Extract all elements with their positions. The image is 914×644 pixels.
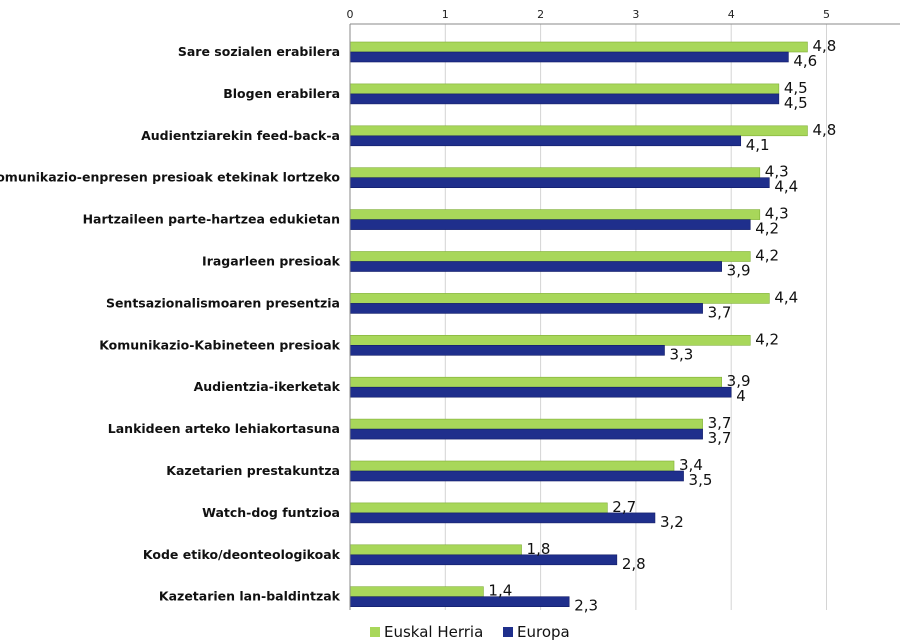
value-label-euskal-herria-6: 4,4 xyxy=(774,288,798,306)
bar-euskal-herria-0 xyxy=(349,41,808,53)
value-label-europa-6: 3,7 xyxy=(708,303,732,321)
bar-europa-4 xyxy=(349,219,751,230)
value-label-europa-10: 3,5 xyxy=(689,471,713,489)
value-label-europa-5: 3,9 xyxy=(727,262,751,280)
category-labels: Sare sozialen erabilera Blogen erabilera A… xyxy=(0,44,341,604)
category-label-kode-etiko-deonteologikoak: Kode etiko/deonteologikoak xyxy=(143,547,341,562)
bar-euskal-herria-6 xyxy=(349,293,770,304)
value-label-europa-13: 2,3 xyxy=(574,597,598,615)
category-label-hartzaileen-parte-hartzea-edukietan: Hartzaileen parte-hartzea edukietan xyxy=(83,212,340,227)
value-label-euskal-herria-0: 4,8 xyxy=(812,37,836,55)
value-label-euskal-herria-11: 2,7 xyxy=(612,498,636,516)
x-tick-label-1: 1 xyxy=(442,8,449,21)
value-label-euskal-herria-9: 3,7 xyxy=(708,414,732,432)
value-label-euskal-herria-3: 4,3 xyxy=(765,163,789,181)
category-label-audientziarekin-feed-back-a: Audientziarekin feed-back-a xyxy=(141,128,340,143)
value-label-euskal-herria-4: 4,3 xyxy=(765,205,789,223)
legend-label-europa: Europa xyxy=(517,623,570,641)
value-label-europa-9: 3,7 xyxy=(708,429,732,447)
bar-europa-10 xyxy=(349,470,684,482)
bar-europa-1 xyxy=(349,93,780,105)
value-label-euskal-herria-5: 4,2 xyxy=(755,247,779,265)
category-label-audientzia-ikerketak: Audientzia-ikerketak xyxy=(194,379,341,394)
bar-europa-0 xyxy=(349,51,789,63)
category-label-kazetarien-lan-baldintzak: Kazetarien lan-baldintzak xyxy=(159,589,341,604)
value-label-europa-7: 3,3 xyxy=(669,345,693,363)
x-tick-label-0: 0 xyxy=(347,8,354,21)
bar-euskal-herria-4 xyxy=(349,209,761,220)
value-label-europa-12: 2,8 xyxy=(622,555,646,573)
legend-swatch-euskal-herria xyxy=(370,627,380,637)
bar-euskal-herria-7 xyxy=(349,334,751,346)
value-label-euskal-herria-1: 4,5 xyxy=(784,79,808,97)
category-label-lankideen-arteko-lehiakortasuna: Lankideen arteko lehiakortasuna xyxy=(108,421,340,436)
category-label-komunikazio-kabineteen-presioak: Komunikazio-Kabineteen presioak xyxy=(99,337,340,352)
value-label-europa-1: 4,5 xyxy=(784,94,808,112)
x-axis-ticks: 0 1 2 3 4 5 xyxy=(347,8,831,21)
category-label-komunikazio-enpresen-presioak-etekinak-lortzeko: Komunikazio-enpresen presioak etekinak l… xyxy=(0,170,340,185)
category-label-iragarleen-presioak: Iragarleen presioak xyxy=(202,254,341,269)
x-tick-label-3: 3 xyxy=(632,8,639,21)
value-label-euskal-herria-2: 4,8 xyxy=(812,121,836,139)
bar-euskal-herria-3 xyxy=(349,167,761,178)
value-label-europa-3: 4,4 xyxy=(774,178,798,196)
bar-europa-5 xyxy=(349,261,722,272)
bar-euskal-herria-8 xyxy=(349,376,722,388)
value-label-euskal-herria-8: 3,9 xyxy=(727,372,751,390)
bar-euskal-herria-1 xyxy=(349,83,780,95)
value-label-euskal-herria-7: 4,2 xyxy=(755,330,779,348)
bar-euskal-herria-9 xyxy=(349,418,703,430)
value-label-euskal-herria-10: 3,4 xyxy=(679,456,703,474)
category-label-kazetarien-prestakuntza: Kazetarien prestakuntza xyxy=(166,463,340,478)
value-label-europa-0: 4,6 xyxy=(793,52,817,70)
x-tick-label-5: 5 xyxy=(823,8,830,21)
bar-euskal-herria-11 xyxy=(349,502,608,514)
bar-europa-6 xyxy=(349,303,703,314)
legend: Euskal Herria Europa xyxy=(370,623,570,641)
bar-europa-8 xyxy=(349,386,732,398)
legend-label-euskal-herria: Euskal Herria xyxy=(384,623,483,641)
x-tick-label-2: 2 xyxy=(537,8,544,21)
value-label-europa-4: 4,2 xyxy=(755,220,779,238)
bar-europa-2 xyxy=(349,135,742,147)
value-label-euskal-herria-13: 1,4 xyxy=(488,582,512,600)
category-label-blogen-erabilera: Blogen erabilera xyxy=(223,86,340,101)
category-label-sentsazionalismoaren-presentzia: Sentsazionalismoaren presentzia xyxy=(106,295,340,310)
x-tick-label-4: 4 xyxy=(728,8,735,21)
bar-europa-9 xyxy=(349,428,703,440)
bar-euskal-herria-12 xyxy=(349,544,522,556)
bar-europa-13 xyxy=(349,596,570,608)
bar-euskal-herria-2 xyxy=(349,125,808,137)
bar-europa-11 xyxy=(349,512,656,524)
bar-europa-3 xyxy=(349,177,770,188)
value-label-euskal-herria-12: 1,8 xyxy=(527,540,551,558)
bar-europa-12 xyxy=(349,554,618,566)
value-label-europa-8: 4 xyxy=(736,387,746,405)
bar-euskal-herria-5 xyxy=(349,251,751,262)
category-label-sare-sozialen-erabilera: Sare sozialen erabilera xyxy=(178,44,340,59)
category-label-watch-dog-funtzioa: Watch-dog funtzioa xyxy=(202,505,340,520)
value-labels: 4,84,64,54,54,84,14,34,44,34,24,23,94,43… xyxy=(488,37,836,615)
bars xyxy=(349,41,808,608)
bar-euskal-herria-10 xyxy=(349,460,675,472)
value-label-europa-11: 3,2 xyxy=(660,513,684,531)
legend-swatch-europa xyxy=(503,627,513,637)
bar-europa-7 xyxy=(349,344,665,356)
value-label-europa-2: 4,1 xyxy=(746,136,770,154)
bar-euskal-herria-13 xyxy=(349,586,484,598)
